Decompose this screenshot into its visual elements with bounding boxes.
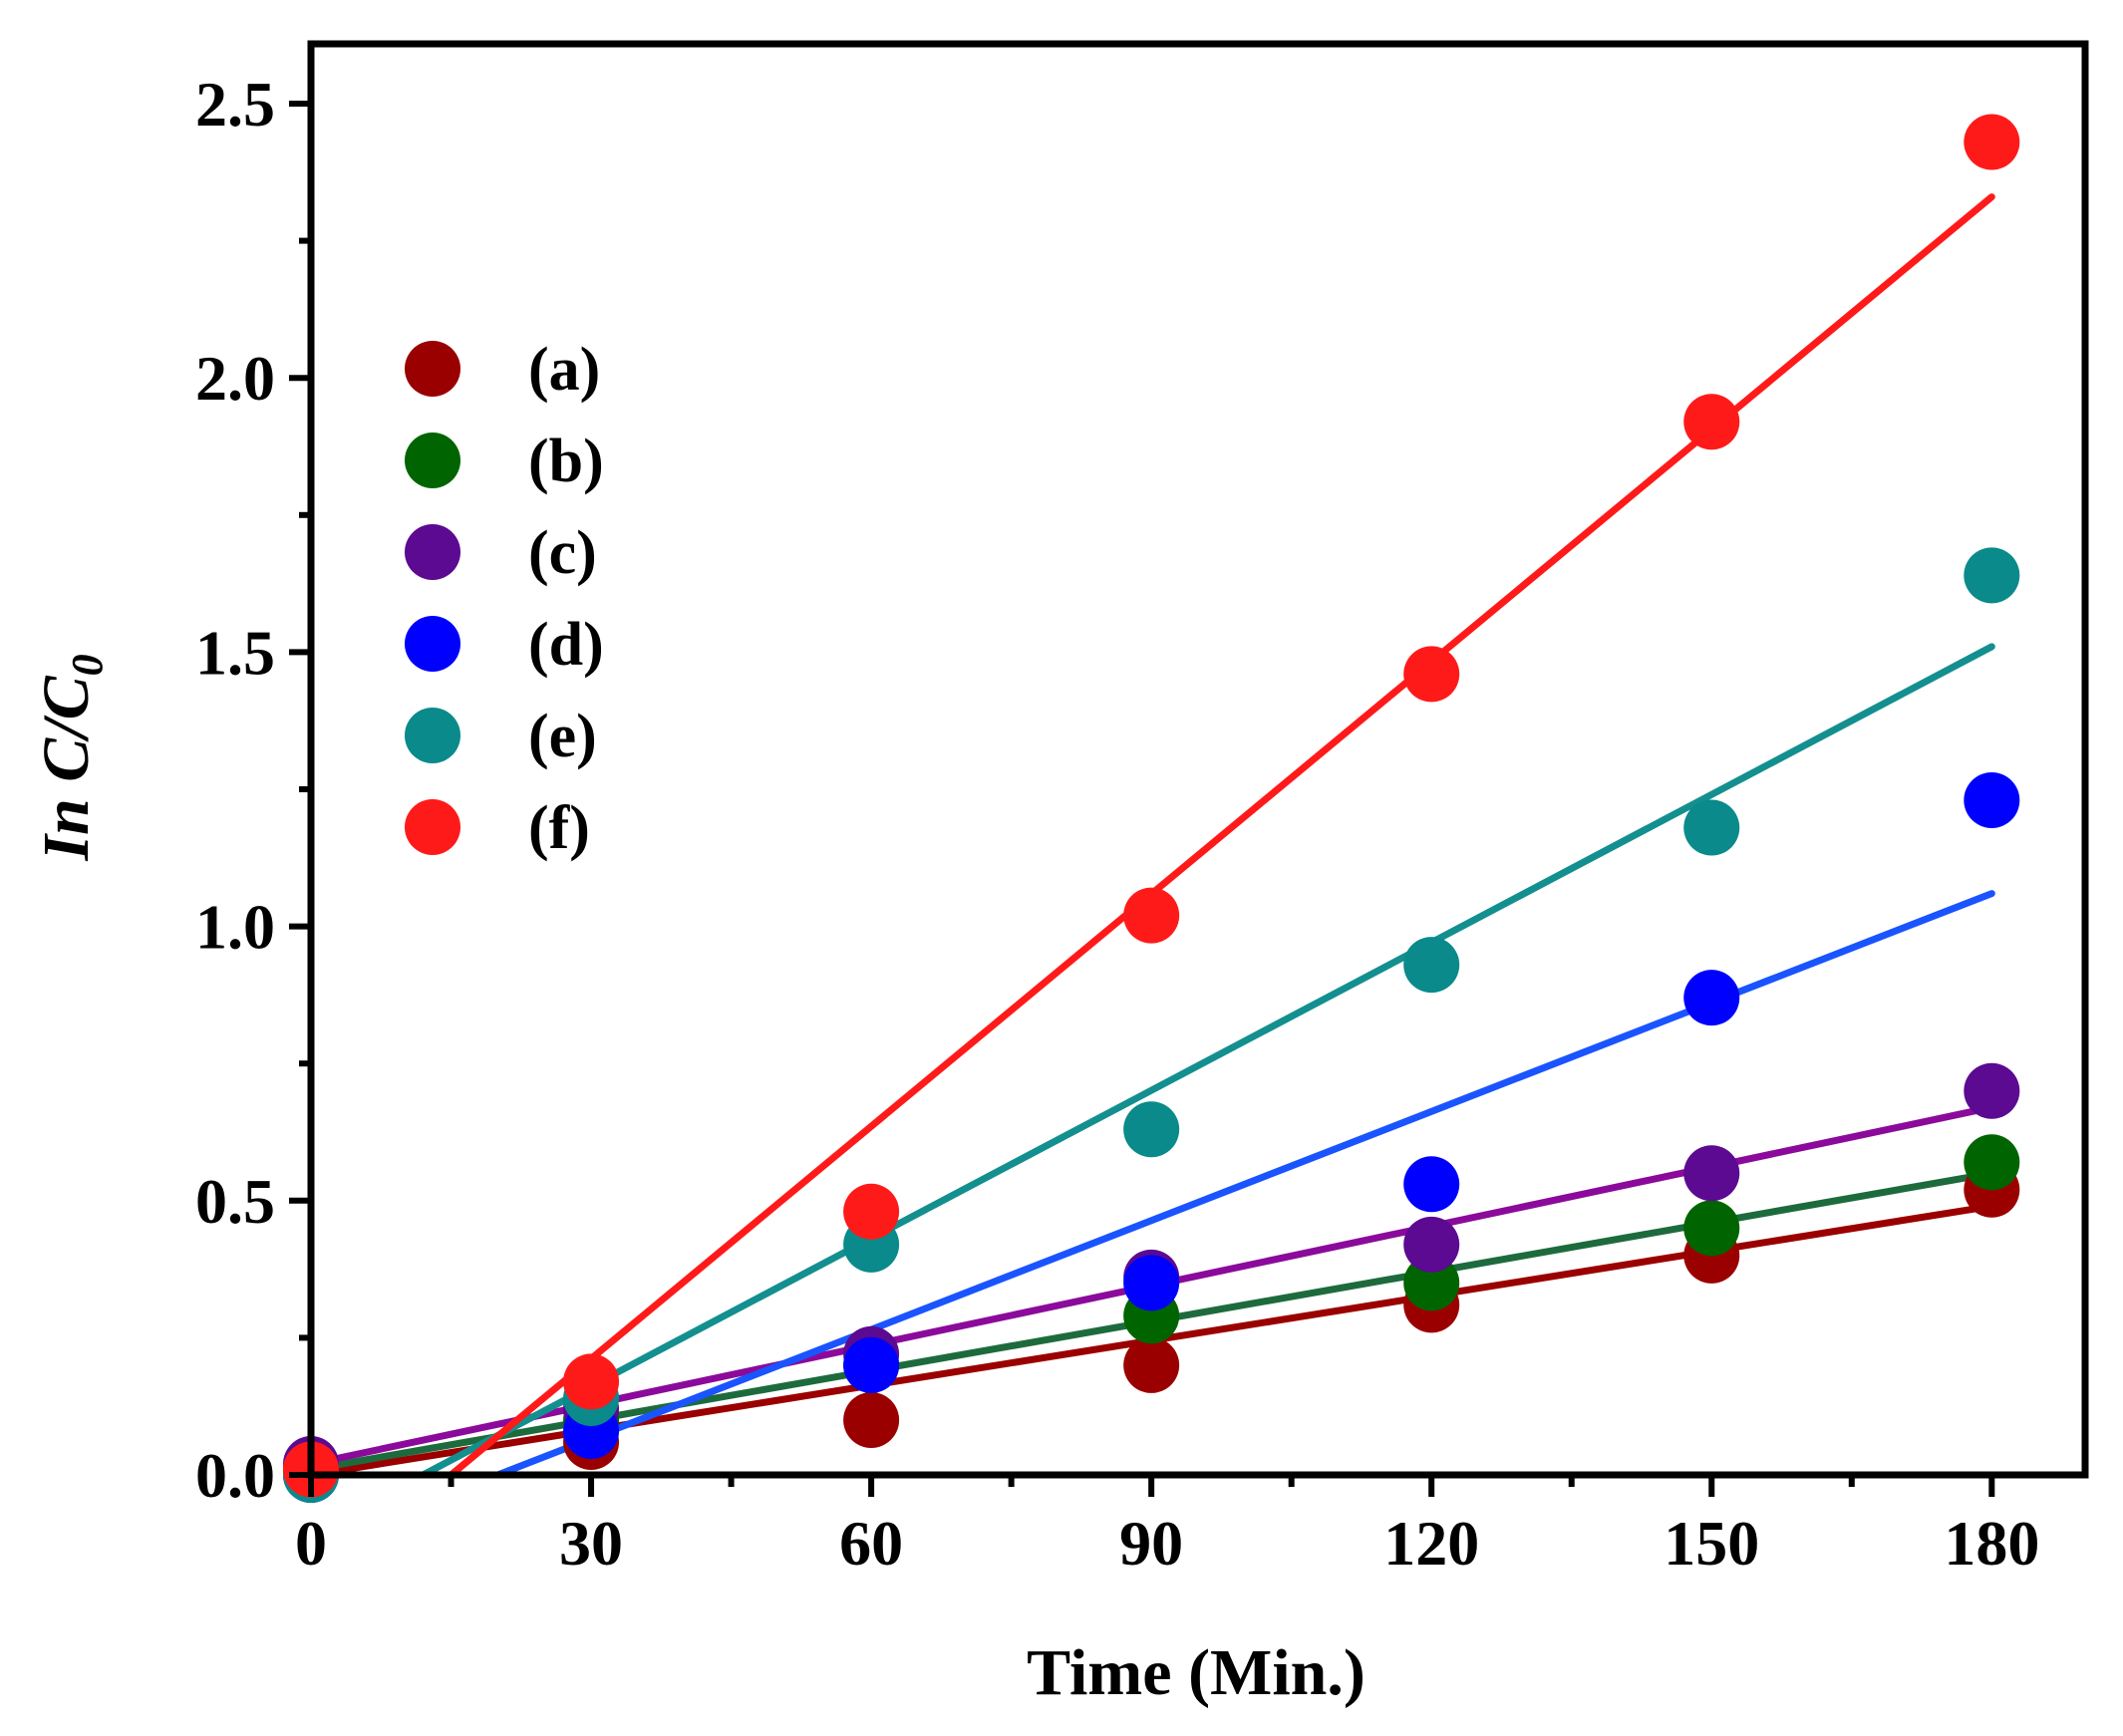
x-tick-label: 60 xyxy=(839,1508,903,1579)
x-tick-label: 30 xyxy=(559,1508,623,1579)
x-tick-label: 120 xyxy=(1383,1508,1479,1579)
point-a-60 xyxy=(843,1391,900,1448)
legend-label-f: (f) xyxy=(528,794,590,862)
point-f-150 xyxy=(1683,394,1740,450)
point-e-90 xyxy=(1123,1101,1180,1158)
legend-marker-f xyxy=(405,799,460,855)
point-c-180 xyxy=(1964,1062,2020,1119)
fit-line-f xyxy=(448,193,1995,1479)
point-a-90 xyxy=(1123,1336,1180,1393)
y-axis-ticks: 0.0 0.5 1.0 1.5 2.0 2.5 xyxy=(195,69,311,1511)
point-e-120 xyxy=(1403,937,1460,994)
legend-label-d: (d) xyxy=(528,611,604,679)
y-tick-label: 1.0 xyxy=(195,892,275,963)
point-d-60 xyxy=(843,1336,900,1393)
point-b-120 xyxy=(1403,1255,1460,1311)
legend: (a) (b) (c) (d) (e) (f) xyxy=(405,336,604,862)
y-axis-title: In C/C0 xyxy=(30,654,112,861)
point-d-150 xyxy=(1683,970,1740,1026)
y-tick-label: 1.5 xyxy=(195,617,275,688)
legend-label-a: (a) xyxy=(528,336,600,404)
point-f-60 xyxy=(843,1183,900,1240)
x-axis-title: Time (Min.) xyxy=(1027,1636,1365,1709)
point-b-180 xyxy=(1964,1134,2020,1191)
point-f-90 xyxy=(1123,887,1180,944)
fit-line-d xyxy=(493,890,1995,1479)
legend-label-e: (e) xyxy=(528,703,597,770)
plot-area-frame xyxy=(307,40,2089,1479)
legend-marker-a xyxy=(405,341,460,397)
y-tick-label: 2.5 xyxy=(195,69,275,140)
point-d-180 xyxy=(1964,772,2020,829)
legend-label-b: (b) xyxy=(528,428,604,495)
point-f-180 xyxy=(1964,114,2020,170)
point-d-90 xyxy=(1123,1255,1180,1311)
y-tick-label: 2.0 xyxy=(195,343,275,414)
x-tick-label: 0 xyxy=(295,1508,327,1579)
x-axis-ticks: 0 30 60 90 120 150 180 xyxy=(295,1475,2039,1579)
point-c-120 xyxy=(1403,1216,1460,1273)
legend-label-c: (c) xyxy=(528,519,597,587)
legend-marker-d xyxy=(405,616,460,672)
y-tick-label: 0.5 xyxy=(195,1166,275,1237)
y-tick-label: 0.0 xyxy=(195,1440,275,1511)
y-axis-title-subscript: 0 xyxy=(63,654,112,676)
point-e-150 xyxy=(1683,799,1740,856)
point-b-150 xyxy=(1683,1200,1740,1257)
x-tick-label: 150 xyxy=(1664,1508,1759,1579)
point-c-150 xyxy=(1683,1145,1740,1202)
point-e-180 xyxy=(1964,547,2020,604)
legend-marker-e xyxy=(405,708,460,763)
data-points xyxy=(283,114,2020,1503)
fit-line-e xyxy=(419,643,1995,1479)
x-tick-label: 90 xyxy=(1119,1508,1183,1579)
point-f-30 xyxy=(563,1353,620,1410)
x-tick-label: 180 xyxy=(1944,1508,2039,1579)
point-d-120 xyxy=(1403,1156,1460,1213)
point-f-120 xyxy=(1403,646,1460,703)
y-axis-title-main: In C/C xyxy=(30,675,103,861)
legend-marker-c xyxy=(405,524,460,580)
legend-marker-b xyxy=(405,433,460,488)
